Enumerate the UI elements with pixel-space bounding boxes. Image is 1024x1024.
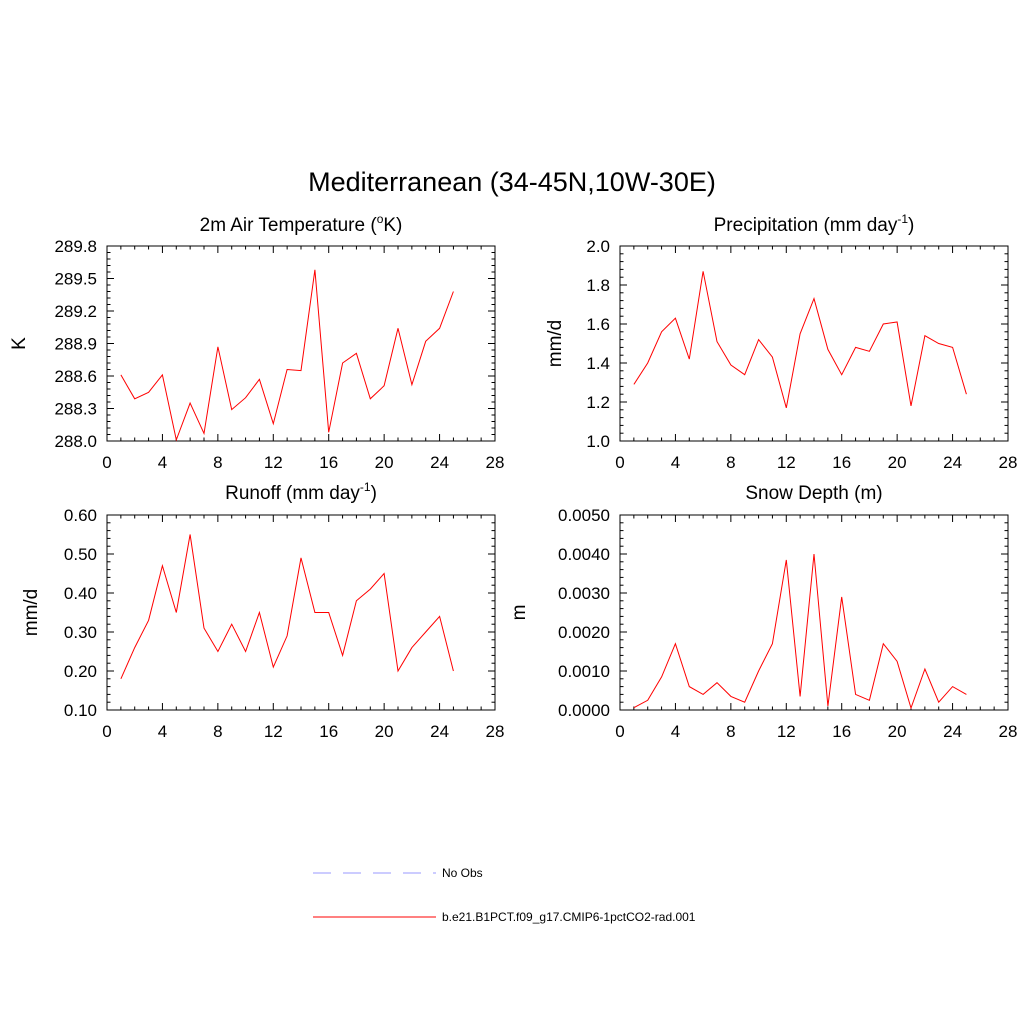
x-tick-label: 28 [999, 453, 1018, 472]
x-tick-label: 8 [726, 453, 735, 472]
y-axis-label: K [9, 337, 30, 350]
x-tick-label: 12 [777, 453, 796, 472]
plot-frame [619, 514, 1009, 711]
x-tick-label: 16 [832, 453, 851, 472]
legend-label: b.e21.B1PCT.f09_g17.CMIP6-1pctCO2-rad.00… [442, 910, 696, 924]
y-tick-label: 0.10 [64, 701, 97, 720]
series-line [120, 269, 454, 442]
panel-2: 0 4 8 12 16 20 24 28 1.0 1.2 1.4 1.6 1.8 2.0 Precipita… [545, 212, 1017, 472]
y-tick-label: 0.40 [64, 584, 97, 603]
panel-1: 0 4 8 12 16 20 24 28 288.0 288.3 288.6 288.9 289.2 28… [9, 212, 504, 472]
x-tick-label: 16 [832, 722, 851, 741]
plot-frame [106, 245, 496, 442]
y-tick-label: 0.60 [64, 506, 97, 525]
y-tick-label: 0.0000 [558, 701, 610, 720]
y-tick-label: 1.0 [586, 432, 610, 451]
x-tick-label: 12 [264, 722, 283, 741]
series-line [633, 271, 967, 409]
x-tick-label: 20 [888, 453, 907, 472]
x-tick-label: 12 [264, 453, 283, 472]
panel-3: 0 4 8 12 16 20 24 28 0.10 0.20 0.30 0.40 0.50 0.60 Run… [21, 480, 504, 741]
legend: No Obs b.e21.B1PCT.f09_g17.CMIP6-1pctCO2-… [313, 866, 696, 924]
x-tick-label: 4 [158, 453, 167, 472]
panel-4: 0 4 8 12 16 20 24 28 0.0000 0.0010 0.0020 0.0030 0.0… [509, 483, 1017, 741]
y-tick-label: 1.8 [586, 276, 610, 295]
y-tick-label: 0.20 [64, 662, 97, 681]
y-tick-label: 0.30 [64, 623, 97, 642]
x-tick-label: 16 [319, 453, 338, 472]
x-tick-label: 4 [671, 453, 680, 472]
y-tick-label: 288.0 [54, 432, 97, 451]
y-tick-label: 288.3 [54, 400, 97, 419]
y-tick-label: 0.0030 [558, 584, 610, 603]
x-tick-label: 20 [375, 722, 394, 741]
y-tick-label: 289.8 [54, 237, 97, 256]
x-tick-label: 8 [213, 722, 222, 741]
x-tick-label: 28 [486, 722, 505, 741]
x-tick-label: 4 [158, 722, 167, 741]
y-tick-label: 0.0040 [558, 545, 610, 564]
x-tick-label: 24 [430, 453, 449, 472]
x-tick-label: 0 [102, 453, 111, 472]
x-tick-label: 12 [777, 722, 796, 741]
x-tick-label: 28 [999, 722, 1018, 741]
y-axis-label: mm/d [545, 320, 566, 368]
x-tick-label: 4 [671, 722, 680, 741]
figure-title: Mediterranean (34-45N,10W-30E) [308, 167, 716, 197]
y-tick-label: 0.50 [64, 545, 97, 564]
y-tick-label: 1.6 [586, 315, 610, 334]
y-tick-label: 289.5 [54, 270, 97, 289]
legend-entry: b.e21.B1PCT.f09_g17.CMIP6-1pctCO2-rad.00… [313, 910, 696, 924]
y-tick-label: 288.9 [54, 335, 97, 354]
panel-title: Precipitation (mm day-1) [714, 212, 915, 236]
x-tick-label: 20 [888, 722, 907, 741]
y-tick-label: 2.0 [586, 237, 610, 256]
y-tick-label: 289.2 [54, 302, 97, 321]
plot-frame [619, 245, 1009, 442]
y-tick-label: 1.4 [586, 354, 610, 373]
x-tick-label: 8 [213, 453, 222, 472]
y-tick-label: 1.2 [586, 393, 610, 412]
x-tick-label: 24 [430, 722, 449, 741]
series-line [120, 534, 454, 680]
y-tick-label: 288.6 [54, 367, 97, 386]
x-tick-label: 0 [615, 453, 624, 472]
plot-frame [106, 514, 496, 711]
x-tick-label: 16 [319, 722, 338, 741]
panels-group: 0 4 8 12 16 20 24 28 288.0 288.3 288.6 288.9 289.2 28… [9, 212, 1017, 741]
x-tick-label: 28 [486, 453, 505, 472]
x-tick-label: 0 [102, 722, 111, 741]
y-axis-label: m [509, 605, 530, 621]
y-tick-label: 0.0020 [558, 623, 610, 642]
x-tick-label: 24 [943, 722, 962, 741]
y-tick-label: 0.0010 [558, 662, 610, 681]
x-tick-label: 20 [375, 453, 394, 472]
legend-label: No Obs [442, 866, 483, 880]
panel-title: Snow Depth (m) [745, 483, 882, 504]
y-tick-label: 0.0050 [558, 506, 610, 525]
legend-entry: No Obs [313, 866, 483, 880]
panel-title: Runoff (mm day-1) [225, 480, 377, 504]
x-tick-label: 24 [943, 453, 962, 472]
series-line [633, 553, 967, 710]
y-axis-label: mm/d [21, 589, 42, 637]
x-tick-label: 8 [726, 722, 735, 741]
x-tick-label: 0 [615, 722, 624, 741]
panel-title: 2m Air Temperature (oK) [200, 212, 403, 236]
